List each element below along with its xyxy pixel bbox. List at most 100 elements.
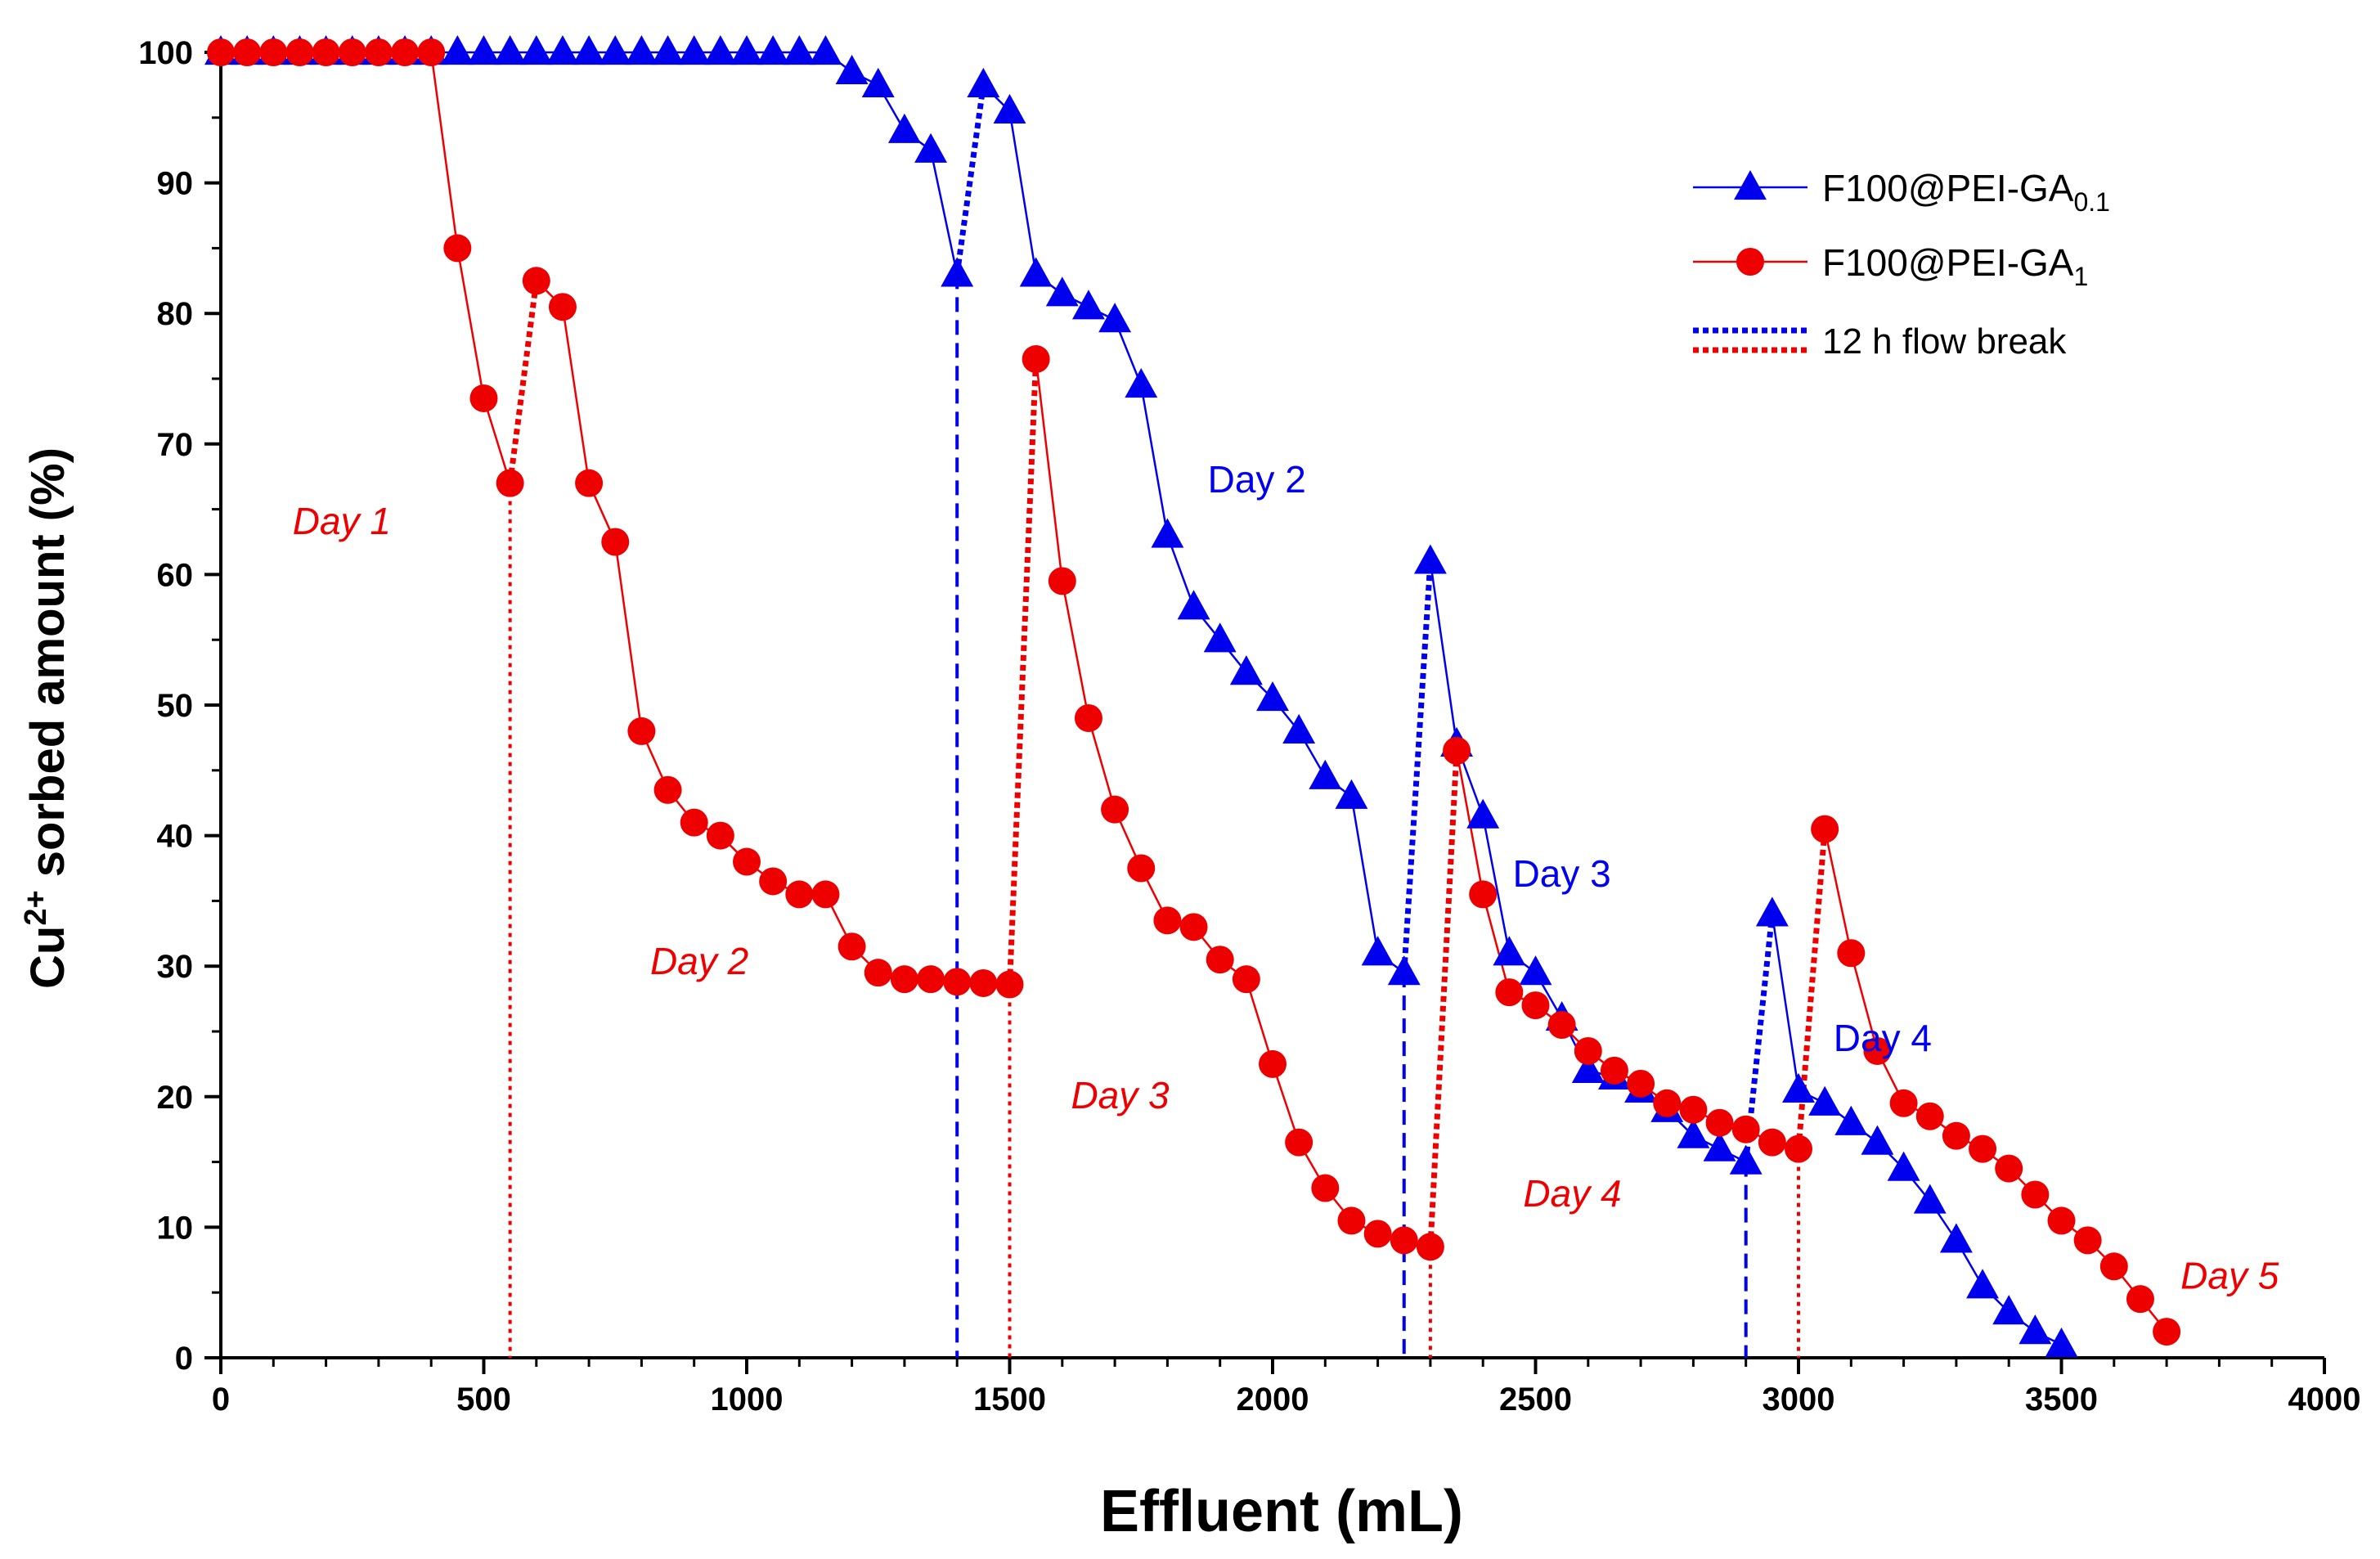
data-point-triangle: [967, 67, 1000, 98]
axes: [204, 44, 2326, 1374]
data-point-triangle: [1966, 1269, 1999, 1299]
data-point-circle: [653, 775, 682, 804]
data-point-triangle: [1413, 544, 1447, 574]
data-point-triangle: [651, 35, 685, 65]
y-axis-title: Cu2+ sorbed amount (%): [19, 447, 74, 989]
data-point-triangle: [1808, 1085, 1842, 1116]
legend-triangle-marker: [1734, 170, 1767, 200]
data-point-triangle: [441, 35, 474, 65]
series-line: [1771, 914, 2063, 1346]
data-point-triangle: [2045, 1328, 2078, 1358]
data-point-triangle: [493, 35, 527, 65]
data-point-triangle: [1703, 1131, 1736, 1161]
data-point-triangle: [519, 35, 553, 65]
y-tick-label: 10: [157, 1210, 194, 1246]
data-point-triangle: [599, 35, 632, 65]
data-point-triangle: [914, 133, 947, 163]
legend-label: F100@PEI-GA1: [1822, 241, 2088, 291]
data-point-triangle: [1361, 936, 1394, 966]
data-point-circle: [1416, 1233, 1444, 1261]
data-point-triangle: [809, 35, 842, 65]
data-point-circle: [548, 293, 577, 321]
data-point-triangle: [1282, 713, 1316, 744]
data-point-triangle: [1125, 367, 1158, 398]
data-point-triangle: [1309, 759, 1342, 789]
data-point-circle: [522, 267, 550, 295]
data-point-circle: [1627, 1069, 1655, 1098]
day-annotation: Day 1: [293, 500, 391, 542]
data-point-circle: [680, 808, 708, 837]
data-point-circle: [338, 38, 366, 66]
y-axis-title-suffix: sorbed amount (%): [21, 447, 74, 877]
data-point-circle: [864, 959, 892, 987]
data-point-circle: [811, 880, 840, 909]
data-point-circle: [233, 38, 262, 66]
data-point-circle: [1521, 991, 1550, 1020]
legend-label-subscript: 0.1: [2073, 187, 2109, 217]
x-tick-label: 2500: [1499, 1382, 1572, 1417]
flow-break-line: [1427, 750, 1460, 1247]
data-point-triangle: [573, 35, 606, 65]
flow-break-line: [1007, 358, 1040, 985]
data-point-triangle: [757, 35, 790, 65]
y-tick-label: 40: [157, 819, 194, 855]
data-point-circle: [1915, 1102, 1944, 1130]
x-axis-title: Effluent (mL): [1100, 1479, 1463, 1544]
data-point-circle: [1679, 1095, 1708, 1124]
data-point-circle: [1390, 1226, 1418, 1255]
data-point-triangle: [1834, 1105, 1868, 1135]
data-point-triangle: [546, 35, 579, 65]
y-tick-label: 50: [157, 688, 194, 724]
y-tick-label: 30: [157, 949, 194, 985]
y-tick-label: 60: [157, 557, 194, 593]
data-point-circle: [443, 234, 472, 263]
legend-circle-marker: [1736, 248, 1764, 276]
data-point-circle: [496, 469, 524, 497]
data-point-circle: [1653, 1089, 1682, 1117]
data-point-circle: [2021, 1180, 2050, 1209]
data-point-triangle: [1887, 1151, 1920, 1181]
data-point-triangle: [1861, 1125, 1894, 1155]
data-point-circle: [1600, 1056, 1628, 1085]
data-point-triangle: [861, 67, 895, 98]
data-point-circle: [1495, 978, 1524, 1007]
series-markers: [204, 35, 2181, 1358]
y-axis-title-rest: [21, 877, 74, 890]
data-point-triangle: [993, 93, 1026, 124]
data-point-circle: [1337, 1206, 1366, 1235]
x-tick-label: 500: [456, 1382, 511, 1417]
data-point-circle: [969, 968, 998, 997]
data-point-circle: [2099, 1252, 2128, 1281]
data-point-triangle: [1177, 590, 1210, 620]
series-line: [221, 51, 511, 484]
data-point-circle: [1101, 795, 1129, 824]
data-point-circle: [207, 38, 235, 66]
data-point-circle: [601, 528, 630, 556]
x-tick-label: 3500: [2025, 1382, 2098, 1417]
data-point-triangle: [1729, 1144, 1763, 1175]
y-axis-title-prefix: Cu: [21, 926, 74, 989]
legend-label-base: F100@PEI-GA: [1822, 167, 2074, 209]
data-point-triangle: [1045, 276, 1079, 307]
data-point-circle: [2153, 1318, 2181, 1346]
legend-break-label: 12 h flow break: [1822, 321, 2067, 362]
data-point-circle: [1758, 1128, 1786, 1157]
data-point-circle: [785, 880, 814, 909]
data-point-circle: [259, 38, 288, 66]
day-annotation: Day 4: [1834, 1017, 1932, 1059]
data-point-circle: [312, 38, 340, 66]
data-point-circle: [1863, 1036, 1892, 1065]
data-point-circle: [1127, 854, 1156, 883]
x-tick-label: 2000: [1237, 1382, 1309, 1417]
data-point-triangle: [941, 257, 974, 287]
day-annotation: Day 3: [1513, 852, 1611, 895]
data-point-circle: [1811, 815, 1839, 843]
data-point-triangle: [1466, 798, 1500, 829]
y-tick-label: 100: [138, 35, 193, 71]
day-annotation: Day 2: [1208, 458, 1306, 501]
data-point-circle: [917, 965, 945, 994]
data-point-circle: [995, 970, 1024, 999]
data-point-circle: [759, 867, 788, 896]
